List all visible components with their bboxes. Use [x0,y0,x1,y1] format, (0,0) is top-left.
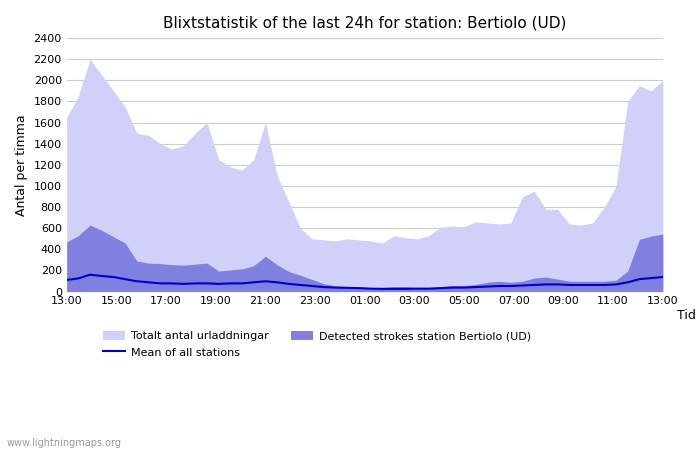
Legend: Totalt antal urladdningar, Mean of all stations, Detected strokes station Bertio: Totalt antal urladdningar, Mean of all s… [99,326,536,362]
Y-axis label: Antal per timma: Antal per timma [15,114,28,216]
Title: Blixtstatistik of the last 24h for station: Bertiolo (UD): Blixtstatistik of the last 24h for stati… [163,15,566,30]
X-axis label: Tid: Tid [677,309,696,322]
Text: www.lightningmaps.org: www.lightningmaps.org [7,437,122,447]
